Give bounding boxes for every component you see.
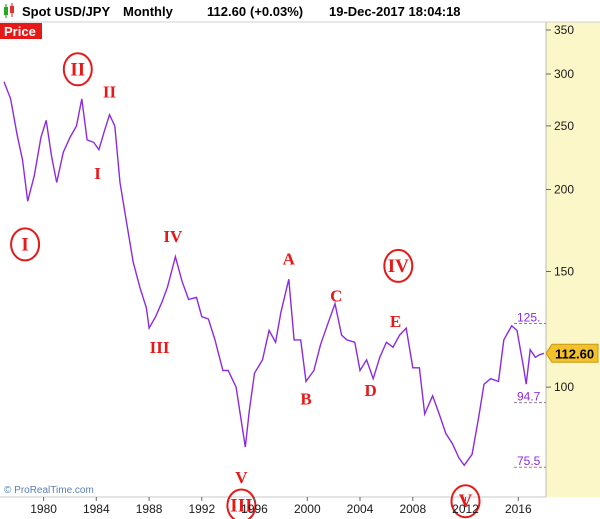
wave-label: I xyxy=(94,164,101,183)
wave-label: II xyxy=(70,59,85,80)
level-label: 94.7 xyxy=(517,390,541,404)
last-price-badge: 112.60 xyxy=(545,343,599,363)
wave-circle xyxy=(226,488,257,519)
x-tick-label: 2008 xyxy=(399,502,426,516)
datetime-label: 19-Dec-2017 18:04:18 xyxy=(329,4,461,19)
wave-label: B xyxy=(300,390,311,409)
series-layer xyxy=(3,81,545,467)
symbol-title: Spot USD/JPY xyxy=(22,4,110,19)
copyright-text: © ProRealTime.com xyxy=(4,485,94,496)
wave-label: III xyxy=(150,338,170,357)
y-tick-label: 350 xyxy=(554,23,574,37)
time-axis-ticks: 1980 1984 1988 1992 1996 2000 2004 2008 2012 2016 xyxy=(30,497,532,516)
y-tick-label: 250 xyxy=(554,119,574,133)
y-tick-label: 300 xyxy=(554,67,574,81)
wave-label: III xyxy=(230,496,252,517)
price-series-line xyxy=(3,81,545,467)
change-label: (+0.03%) xyxy=(250,4,303,19)
wave-circle xyxy=(62,52,93,87)
wave-label: I xyxy=(21,234,28,255)
wave-label: D xyxy=(364,381,376,400)
x-tick-label: 1980 xyxy=(30,502,57,516)
wave-label: A xyxy=(283,250,296,269)
fibonacci-levels: 125. 94.7 75.5 xyxy=(514,311,546,468)
wave-label: II xyxy=(103,83,117,102)
x-tick-label: 1984 xyxy=(83,502,110,516)
x-tick-label: 2000 xyxy=(294,502,321,516)
last-value-label: 112.60 xyxy=(207,4,246,19)
wave-label: IV xyxy=(163,227,183,246)
wave-circle xyxy=(383,248,414,283)
wave-label: C xyxy=(330,286,342,305)
period-label: Monthly xyxy=(123,4,174,19)
x-tick-label: 2004 xyxy=(347,502,374,516)
price-panel-tag[interactable] xyxy=(0,23,42,39)
wave-label: V xyxy=(459,491,473,512)
x-tick-label: 1988 xyxy=(136,502,163,516)
x-tick-label: 2016 xyxy=(505,502,532,516)
wave-label: V xyxy=(235,468,248,487)
wave-label: E xyxy=(390,312,401,331)
x-tick-label: 1992 xyxy=(188,502,215,516)
level-label: 125. xyxy=(517,311,540,325)
y-tick-label: 150 xyxy=(554,265,574,279)
price-panel-label: Price xyxy=(4,24,36,39)
wave-circle xyxy=(450,484,481,519)
x-tick-label: 2012 xyxy=(452,502,479,516)
wave-label: IV xyxy=(388,256,409,277)
y-tick-label: 200 xyxy=(554,183,574,197)
price-axis-panel xyxy=(546,22,600,497)
last-price-value: 112.60 xyxy=(555,346,594,361)
level-label: 75.5 xyxy=(517,454,541,468)
wave-circle xyxy=(10,227,41,262)
candlestick-icon xyxy=(4,3,14,18)
price-axis-ticks: 350 300 250 200 150 100 xyxy=(546,23,574,394)
x-tick-label: 1996 xyxy=(241,502,268,516)
y-tick-label: 100 xyxy=(554,380,574,394)
